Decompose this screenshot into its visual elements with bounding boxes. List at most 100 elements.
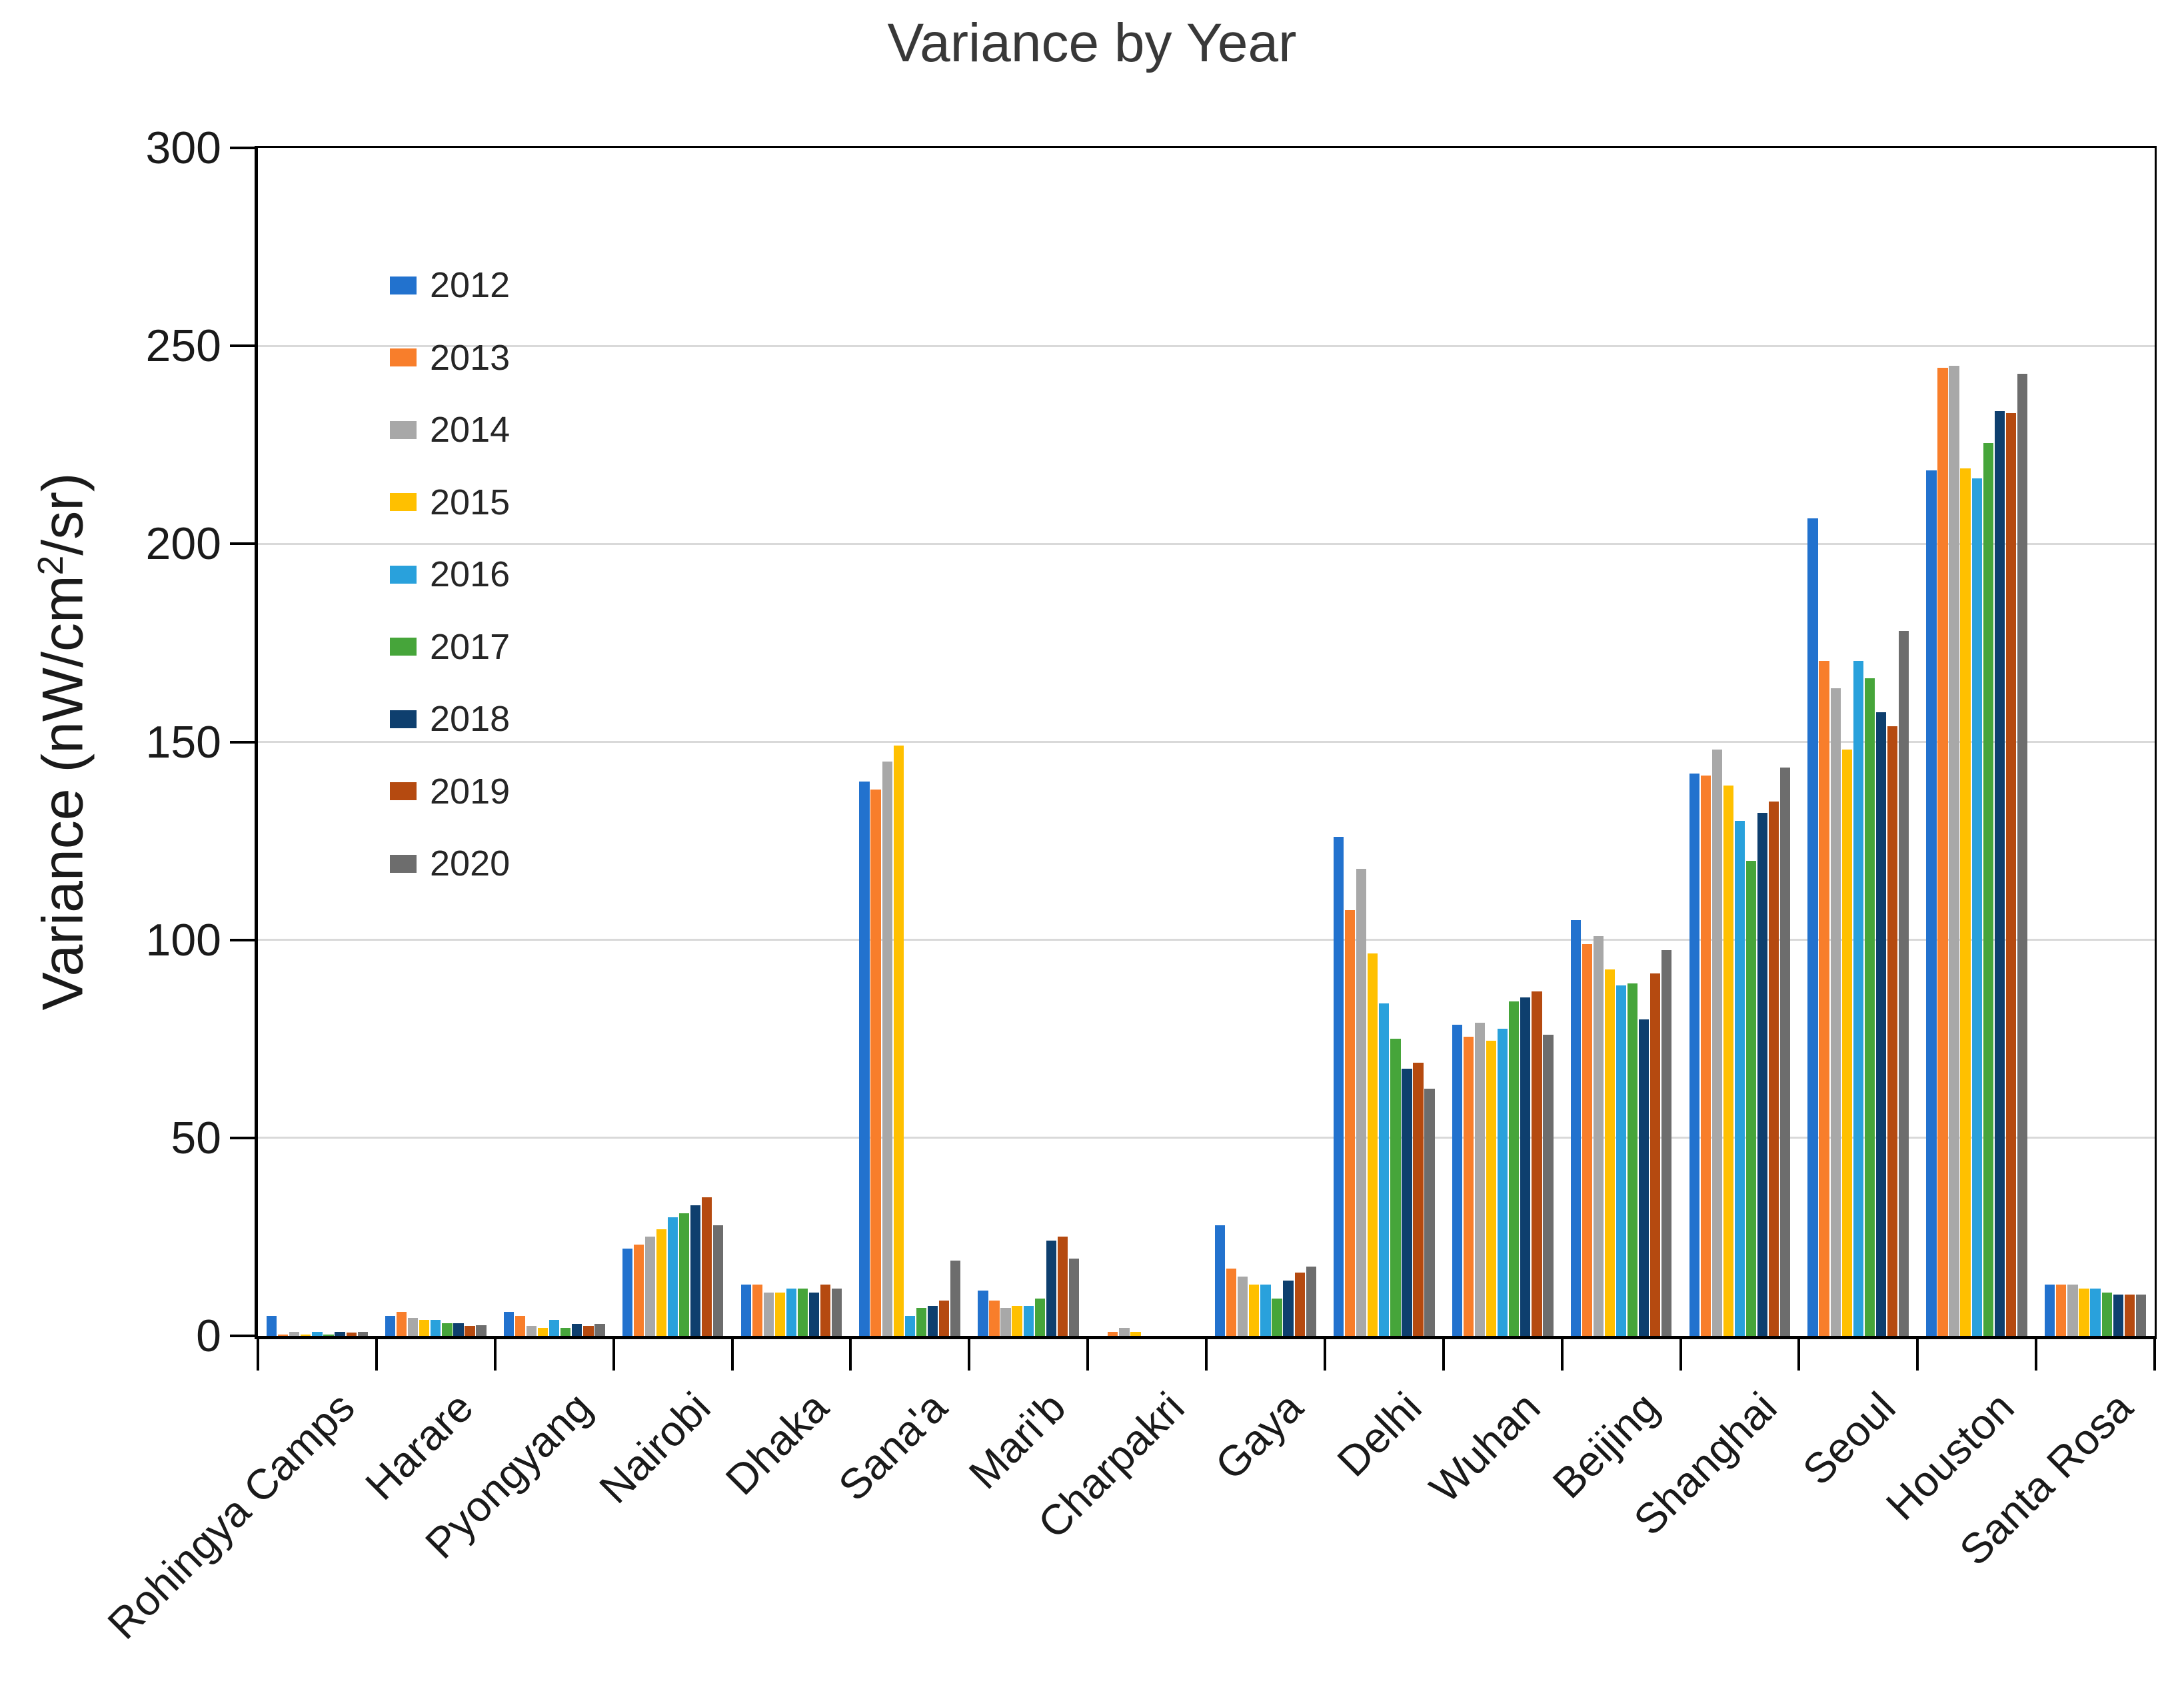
bar-2015-gaya xyxy=(1249,1284,1260,1336)
legend-swatch-2016 xyxy=(390,565,417,584)
bar-2018-nairobi xyxy=(690,1205,701,1336)
x-tick xyxy=(968,1336,971,1371)
bar-2016-santa-rosa xyxy=(2090,1288,2101,1336)
bar-2012-dhaka xyxy=(740,1284,751,1336)
bar-2019-santa-rosa xyxy=(2124,1294,2135,1336)
bar-2014-santa-rosa xyxy=(2067,1284,2078,1336)
bar-2016-dhaka xyxy=(786,1288,797,1336)
bar-2012-rohingya-camps xyxy=(267,1316,277,1336)
bar-2017-houston xyxy=(1983,442,1993,1336)
bar-2016-harare xyxy=(431,1320,441,1336)
bar-2018-rohingya-camps xyxy=(335,1332,345,1336)
x-tick xyxy=(2035,1336,2038,1371)
x-category-label: Seoul xyxy=(1793,1383,1905,1494)
x-tick xyxy=(1560,1336,1564,1371)
bar-2012-gaya xyxy=(1215,1225,1226,1336)
bar-2015-rohingya-camps xyxy=(301,1335,311,1336)
x-category-label: Sana'a xyxy=(829,1383,956,1510)
bar-2016-delhi xyxy=(1379,1003,1390,1336)
bar-2020-shanghai xyxy=(1780,768,1791,1336)
bar-2014-dhaka xyxy=(763,1292,774,1336)
bar-2012-santa-rosa xyxy=(2045,1284,2055,1336)
bar-2014-shanghai xyxy=(1711,750,1722,1336)
x-category-label: Mari'b xyxy=(960,1383,1075,1498)
bar-2019-houston xyxy=(2005,413,2017,1336)
x-category-label: Dhaka xyxy=(716,1383,838,1504)
bar-2019-mari-b xyxy=(1057,1237,1068,1336)
bar-2018-beijing xyxy=(1639,1019,1649,1336)
bar-2016-beijing xyxy=(1616,985,1627,1336)
bar-2012-harare xyxy=(385,1316,396,1336)
bar-2014-harare xyxy=(408,1318,419,1336)
legend-label-2019: 2019 xyxy=(430,771,511,812)
bar-2019-gaya xyxy=(1294,1272,1305,1336)
bar-2013-charpakri xyxy=(1108,1332,1118,1336)
y-tick-label: 50 xyxy=(171,1112,221,1163)
bar-2019-nairobi xyxy=(702,1197,712,1336)
bar-2017-pyongyang xyxy=(560,1328,571,1336)
y-tick-label: 0 xyxy=(196,1311,221,1361)
bar-2016-shanghai xyxy=(1734,821,1745,1336)
squared-superscript: 2 xyxy=(31,555,71,576)
bar-2020-houston xyxy=(2017,373,2028,1336)
bar-2017-mari-b xyxy=(1034,1298,1045,1336)
bar-2016-rohingya-camps xyxy=(312,1332,323,1336)
bar-2017-wuhan xyxy=(1509,1001,1520,1336)
bar-2017-gaya xyxy=(1272,1298,1282,1336)
bar-2013-wuhan xyxy=(1463,1037,1474,1336)
bar-2017-seoul xyxy=(1864,678,1875,1336)
bar-2015-beijing xyxy=(1604,969,1616,1336)
bar-2014-mari-b xyxy=(1000,1308,1011,1336)
legend-label-2020: 2020 xyxy=(430,844,511,883)
legend-swatch-2017 xyxy=(390,638,417,656)
bar-2019-pyongyang xyxy=(583,1326,594,1336)
bar-2014-houston xyxy=(1949,365,1959,1336)
bar-2015-houston xyxy=(1960,468,1971,1336)
bar-2015-shanghai xyxy=(1723,785,1733,1336)
bar-2020-seoul xyxy=(1898,631,1909,1336)
bar-2015-delhi xyxy=(1368,953,1378,1336)
legend-label-2014: 2014 xyxy=(430,410,511,450)
legend-item-2018: 2018 xyxy=(390,699,510,739)
bar-2019-beijing xyxy=(1650,973,1661,1336)
legend-label-2012: 2012 xyxy=(430,265,511,305)
bar-2018-harare xyxy=(453,1323,464,1336)
bar-2013-seoul xyxy=(1819,660,1829,1336)
x-category-label: Rohingya Camps xyxy=(98,1383,364,1648)
gridline xyxy=(258,1137,2155,1139)
x-tick xyxy=(730,1336,734,1371)
bar-2012-mari-b xyxy=(978,1290,988,1336)
legend-item-2012: 2012 xyxy=(390,265,510,305)
bar-2016-sana-a xyxy=(904,1316,915,1336)
bar-2019-harare xyxy=(465,1326,475,1336)
legend-swatch-2019 xyxy=(390,782,417,800)
legend-label-2017: 2017 xyxy=(430,626,511,667)
legend-label-2015: 2015 xyxy=(430,482,511,522)
bar-2012-wuhan xyxy=(1452,1025,1463,1336)
bar-2018-santa-rosa xyxy=(2113,1294,2123,1336)
bar-2014-wuhan xyxy=(1474,1023,1486,1336)
bar-2013-rohingya-camps xyxy=(278,1335,289,1336)
bar-2012-delhi xyxy=(1333,837,1344,1336)
y-tick-label: 200 xyxy=(145,518,221,570)
x-tick xyxy=(612,1336,615,1371)
bar-2012-beijing xyxy=(1570,919,1581,1336)
legend-swatch-2018 xyxy=(390,710,417,728)
bar-2020-wuhan xyxy=(1543,1035,1554,1336)
bar-2013-gaya xyxy=(1226,1268,1237,1336)
legend-swatch-2020 xyxy=(390,854,417,873)
bar-2015-dhaka xyxy=(774,1292,785,1336)
bar-2016-wuhan xyxy=(1498,1029,1508,1336)
x-tick xyxy=(1086,1336,1090,1371)
bar-2019-sana-a xyxy=(938,1300,950,1336)
gridline xyxy=(258,344,2155,347)
bar-2013-dhaka xyxy=(752,1284,762,1336)
bar-2012-houston xyxy=(1926,470,1937,1336)
bar-2014-rohingya-camps xyxy=(289,1332,300,1336)
x-category-label: Nairobi xyxy=(589,1383,720,1512)
bar-2020-dhaka xyxy=(832,1288,842,1336)
gridline xyxy=(258,542,2155,545)
legend-item-2014: 2014 xyxy=(390,410,510,450)
legend-swatch-2013 xyxy=(390,348,417,366)
legend-item-2015: 2015 xyxy=(390,482,510,522)
